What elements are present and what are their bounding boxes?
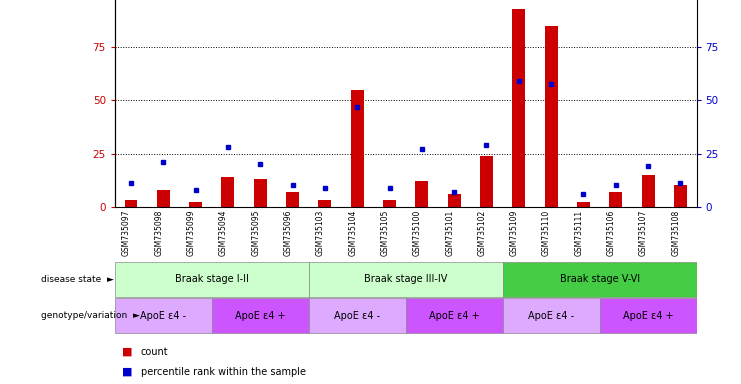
Text: ApoE ε4 +: ApoE ε4 + xyxy=(622,311,674,321)
Text: GSM735111: GSM735111 xyxy=(574,209,583,255)
Bar xyxy=(609,192,622,207)
Text: GSM735108: GSM735108 xyxy=(671,209,680,256)
Text: ■: ■ xyxy=(122,346,133,357)
Bar xyxy=(254,179,267,207)
Text: GSM735102: GSM735102 xyxy=(477,209,487,256)
Bar xyxy=(577,202,590,207)
Text: ApoE ε4 -: ApoE ε4 - xyxy=(528,311,574,321)
Bar xyxy=(222,177,234,207)
Text: ApoE ε4 +: ApoE ε4 + xyxy=(429,311,479,321)
Text: GSM735101: GSM735101 xyxy=(445,209,454,256)
Bar xyxy=(309,298,406,333)
Text: count: count xyxy=(141,346,168,357)
Text: GSM735100: GSM735100 xyxy=(413,209,422,256)
Bar xyxy=(642,175,654,207)
Bar xyxy=(350,90,364,207)
Text: ApoE ε4 -: ApoE ε4 - xyxy=(140,311,187,321)
Text: GSM735109: GSM735109 xyxy=(510,209,519,256)
Text: Braak stage III-IV: Braak stage III-IV xyxy=(364,275,448,285)
Bar xyxy=(599,298,697,333)
Text: Braak stage I-II: Braak stage I-II xyxy=(175,275,249,285)
Text: GSM735099: GSM735099 xyxy=(187,209,196,256)
Text: GSM735110: GSM735110 xyxy=(542,209,551,256)
Bar xyxy=(416,181,428,207)
Bar xyxy=(406,298,502,333)
Text: GSM735097: GSM735097 xyxy=(122,209,131,256)
Bar xyxy=(212,298,309,333)
Bar xyxy=(309,262,502,297)
Text: GSM735107: GSM735107 xyxy=(639,209,648,256)
Bar xyxy=(189,202,202,207)
Text: GSM735104: GSM735104 xyxy=(348,209,357,256)
Bar xyxy=(124,200,138,207)
Text: GSM735103: GSM735103 xyxy=(316,209,325,256)
Text: GSM735096: GSM735096 xyxy=(284,209,293,256)
Text: Braak stage V-VI: Braak stage V-VI xyxy=(559,275,639,285)
Bar xyxy=(157,190,170,207)
Bar xyxy=(674,185,687,207)
Text: GSM735094: GSM735094 xyxy=(219,209,228,256)
Text: percentile rank within the sample: percentile rank within the sample xyxy=(141,366,306,377)
Text: GSM735105: GSM735105 xyxy=(381,209,390,256)
Bar xyxy=(545,26,557,207)
Bar xyxy=(319,200,331,207)
Text: ApoE ε4 +: ApoE ε4 + xyxy=(235,311,285,321)
Text: GSM735098: GSM735098 xyxy=(154,209,163,256)
Bar xyxy=(115,262,309,297)
Bar xyxy=(480,156,493,207)
Text: ApoE ε4 -: ApoE ε4 - xyxy=(334,311,380,321)
Text: disease state  ►: disease state ► xyxy=(41,275,113,284)
Text: genotype/variation  ►: genotype/variation ► xyxy=(41,311,139,320)
Text: ■: ■ xyxy=(122,366,133,377)
Bar xyxy=(502,298,599,333)
Bar xyxy=(502,262,697,297)
Bar xyxy=(286,192,299,207)
Bar xyxy=(512,9,525,207)
Text: GSM735095: GSM735095 xyxy=(251,209,260,256)
Bar xyxy=(383,200,396,207)
Text: GSM735106: GSM735106 xyxy=(607,209,616,256)
Bar xyxy=(448,194,461,207)
Bar xyxy=(115,298,212,333)
